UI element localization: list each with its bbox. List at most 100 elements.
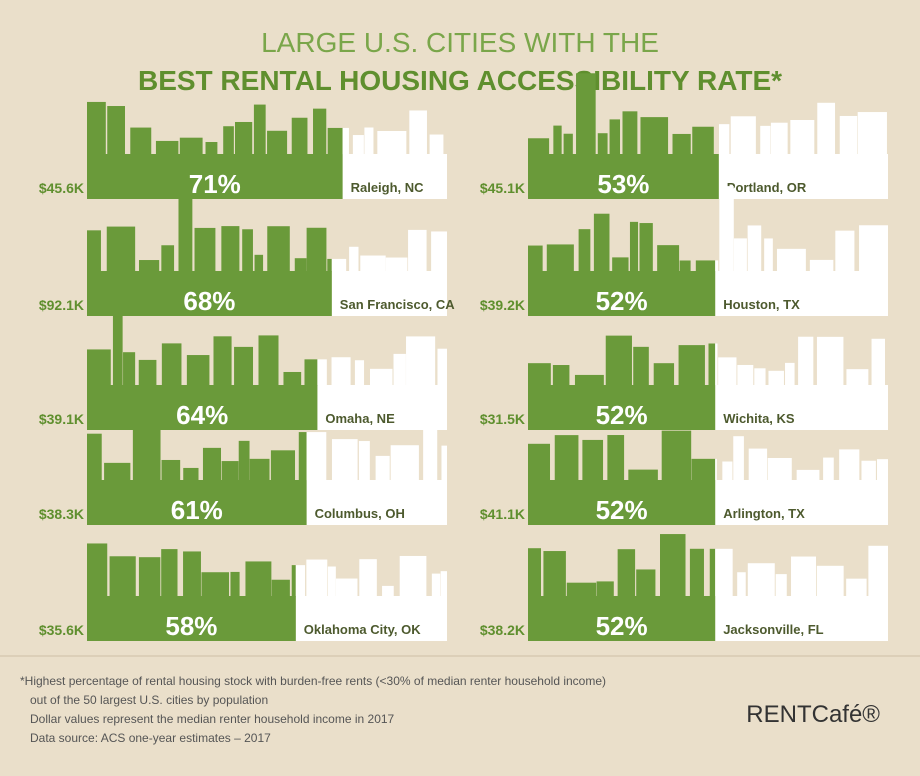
building [546,244,574,272]
building [640,117,669,155]
building [408,229,427,272]
building [768,370,784,386]
building [242,229,253,272]
city-label: Portland, OR [727,180,807,195]
building [733,238,747,272]
building [327,258,332,272]
building [382,585,394,597]
building [306,432,327,481]
building [201,572,230,597]
building [254,254,264,272]
building [109,556,136,597]
building [719,186,734,272]
building [179,137,203,155]
building [798,336,814,386]
income-label: $45.6K [39,180,84,196]
building [528,245,543,272]
bar [87,271,332,316]
building [441,445,447,481]
income-label: $45.1K [480,180,525,196]
building [221,226,240,272]
building [393,353,406,386]
city-label: Houston, TX [723,297,800,312]
city-label: Columbus, OH [315,506,405,521]
building [123,352,136,386]
value-label: 61% [171,495,223,525]
building [271,579,290,597]
building [327,566,336,597]
building [245,561,272,597]
city-label: Wichita, KS [723,411,795,426]
building [429,134,444,155]
value-label: 58% [165,611,217,641]
building [846,369,869,386]
building [360,255,386,272]
building [313,108,327,155]
building [876,459,888,481]
building [622,111,638,155]
income-label: $39.1K [39,411,84,427]
building [238,440,250,481]
building [349,246,359,272]
building [291,565,296,597]
income-label: $38.2K [480,622,525,638]
building [335,578,358,597]
building [605,335,632,386]
building [660,534,686,597]
building [221,461,239,481]
building [816,336,844,386]
bar [87,385,318,430]
building [764,238,773,272]
building [715,343,718,386]
building [161,459,181,481]
building [87,543,108,597]
building [298,432,307,481]
building [161,343,182,386]
building [552,365,570,386]
building [715,548,733,597]
building [839,115,858,155]
building [291,117,308,155]
building [553,125,562,155]
building [270,450,296,481]
footnote: Data source: ACS one-year estimates – 20… [30,731,271,745]
building [672,133,691,155]
bar-remainder [715,271,888,316]
footnote: *Highest percentage of rental housing st… [20,674,606,688]
building [342,127,349,155]
bar [528,271,716,316]
building [331,439,358,481]
building [748,448,768,481]
city-label: Raleigh, NC [351,180,425,195]
building [785,362,795,386]
building [294,258,307,272]
building [183,467,199,481]
building [566,582,597,597]
building [733,436,744,481]
building [304,359,318,386]
building [653,363,675,386]
building [359,559,377,597]
building [369,368,393,386]
building [358,441,370,481]
building [776,248,806,272]
building [528,443,551,481]
building [709,548,716,597]
building [679,260,691,272]
building [775,574,787,597]
building [737,364,754,386]
building [161,549,178,597]
building [331,258,347,272]
subtitle: BEST RENTAL HOUSING ACCESSIBILITY RATE* [138,65,782,96]
building [767,457,792,481]
city-label: Oklahoma City, OK [304,622,421,637]
building [528,138,550,155]
building [846,578,867,597]
building [354,360,365,386]
building [578,229,591,272]
building [234,121,253,155]
bar-remainder [718,154,888,199]
city-label: Omaha, NE [325,411,395,426]
bar [87,596,296,641]
building [431,231,447,272]
